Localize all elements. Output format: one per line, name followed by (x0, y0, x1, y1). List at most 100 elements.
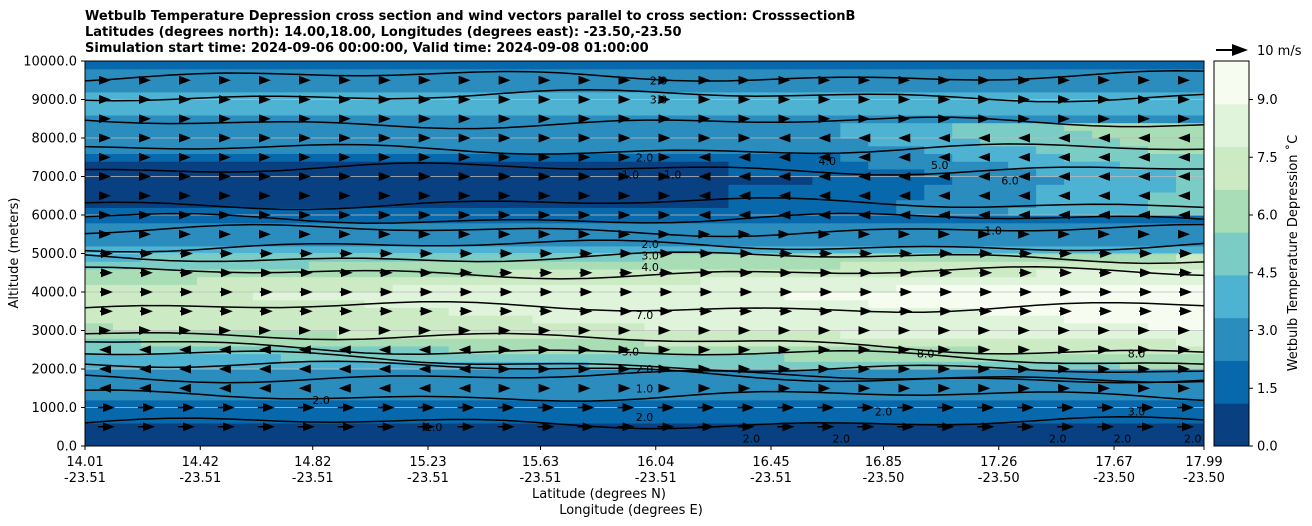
heatmap-cell (616, 107, 646, 116)
heatmap-cell (812, 430, 841, 439)
heatmap-cell (896, 168, 925, 178)
heatmap-cell (840, 238, 869, 247)
heatmap-cell (980, 153, 1009, 162)
heatmap-cell (700, 253, 730, 262)
heatmap-cell (616, 376, 646, 385)
heatmap-cell (420, 61, 450, 70)
heatmap-cell (504, 407, 534, 416)
heatmap-cell (476, 399, 506, 409)
heatmap-cell (756, 261, 785, 270)
heatmap-cell (980, 299, 1009, 308)
heatmap-cell (532, 138, 562, 147)
heatmap-cell (1120, 338, 1149, 347)
heatmap-cell (784, 215, 813, 224)
heatmap-cell (1148, 353, 1177, 362)
heatmap-cell (840, 130, 869, 139)
heatmap-cell (420, 245, 450, 255)
heatmap-cell (616, 430, 646, 439)
heatmap-cell (980, 84, 1009, 93)
colorbar-tick-label: 0.0 (1257, 440, 1278, 455)
heatmap-cell (560, 315, 590, 324)
heatmap-cell (1008, 184, 1037, 193)
heatmap-cell (1148, 338, 1177, 347)
heatmap-cell (1176, 315, 1204, 324)
heatmap-cell (85, 392, 114, 401)
heatmap-cell (756, 292, 785, 301)
heatmap-cell (196, 322, 226, 332)
heatmap-cell (868, 176, 897, 185)
contour-label: 4.0 (641, 261, 659, 274)
heatmap-cell (532, 292, 562, 301)
heatmap-cell (616, 191, 646, 201)
y-tick-label: 2000.0 (32, 363, 78, 378)
heatmap-cell (280, 153, 310, 162)
heatmap-cell (1148, 415, 1177, 424)
heatmap-cell (336, 191, 366, 201)
heatmap-cell (896, 384, 925, 393)
heatmap-cell (252, 199, 282, 208)
heatmap-cell (924, 138, 953, 147)
heatmap-cell (112, 407, 142, 416)
heatmap-cell (1036, 145, 1065, 154)
heatmap-cell (756, 145, 785, 154)
heatmap-cell (700, 430, 730, 439)
heatmap-cell (1092, 261, 1121, 270)
heatmap-cell (784, 230, 813, 239)
colorbar-segment (1214, 360, 1249, 404)
heatmap-cell (336, 315, 366, 324)
heatmap-cell (476, 392, 506, 401)
heatmap-cell (532, 161, 562, 170)
heatmap-cell (1092, 61, 1121, 70)
heatmap-cell (504, 222, 534, 231)
heatmap-cell (1148, 191, 1177, 201)
heatmap-cell (868, 215, 897, 224)
heatmap-cell (364, 276, 394, 285)
heatmap-cell (448, 276, 478, 285)
heatmap-cell (196, 114, 226, 124)
heatmap-cell (700, 307, 730, 316)
heatmap-cell (756, 430, 785, 439)
heatmap-cell (700, 122, 730, 131)
heatmap-cell (980, 345, 1009, 355)
heatmap-cell (224, 322, 254, 332)
heatmap-cell (140, 230, 170, 239)
heatmap-cell (1036, 392, 1065, 401)
heatmap-cell (644, 353, 674, 362)
heatmap-cell (756, 99, 785, 108)
heatmap-cell (308, 353, 338, 362)
colorbar (1214, 61, 1249, 447)
heatmap-cell (224, 222, 254, 231)
heatmap-cell (308, 230, 338, 239)
heatmap-cell (392, 230, 422, 239)
y-axis-label: Altitude (meters) (7, 198, 22, 309)
heatmap-cell (224, 438, 254, 446)
heatmap-cell (1120, 114, 1149, 124)
heatmap-cell (672, 430, 702, 439)
heatmap-cell (728, 107, 757, 116)
contour-line (85, 350, 1204, 373)
heatmap-cell (85, 230, 114, 239)
heatmap-cell (336, 68, 366, 77)
heatmap-cell (812, 299, 841, 308)
heatmap-cell (1176, 430, 1204, 439)
heatmap-cell (308, 168, 338, 178)
heatmap-cell (280, 145, 310, 154)
heatmap-cell (504, 369, 534, 378)
heatmap-cell (980, 184, 1009, 193)
heatmap-cell (1036, 99, 1065, 108)
heatmap-cell (700, 299, 730, 308)
heatmap-cell (924, 322, 953, 332)
heatmap-cell (420, 345, 450, 355)
heatmap-cell (952, 315, 981, 324)
heatmap-cell (196, 345, 226, 355)
heatmap-cell (812, 407, 841, 416)
heatmap-cell (700, 222, 730, 231)
heatmap-cell (336, 322, 366, 332)
heatmap-cell (196, 168, 226, 178)
heatmap-cell (924, 99, 953, 108)
heatmap-cell (868, 168, 897, 178)
heatmap-cell (85, 330, 114, 339)
heatmap-cell (672, 184, 702, 193)
heatmap-cell (1120, 322, 1149, 332)
heatmap-cell (980, 245, 1009, 255)
